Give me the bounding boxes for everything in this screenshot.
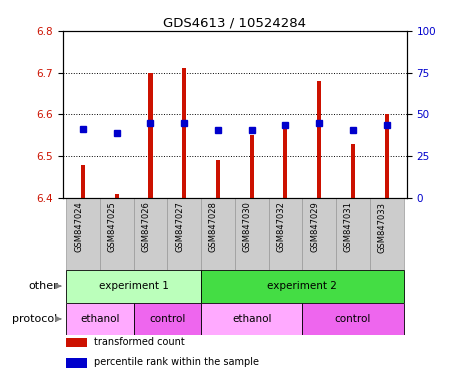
Bar: [216, 161, 220, 198]
Bar: [201, 270, 404, 303]
Bar: [336, 198, 370, 270]
Bar: [317, 81, 321, 198]
Text: GSM847032: GSM847032: [276, 202, 286, 252]
Text: control: control: [335, 314, 371, 324]
Bar: [66, 338, 87, 348]
Text: GSM847024: GSM847024: [74, 202, 83, 252]
Text: experiment 2: experiment 2: [267, 281, 337, 291]
Bar: [385, 114, 389, 198]
Bar: [66, 198, 100, 270]
Bar: [370, 198, 404, 270]
Text: ethanol: ethanol: [232, 314, 272, 324]
Bar: [66, 303, 133, 335]
Text: GSM847028: GSM847028: [209, 202, 218, 252]
Bar: [302, 303, 404, 335]
Text: GSM847033: GSM847033: [378, 202, 386, 253]
Text: control: control: [149, 314, 186, 324]
Bar: [167, 198, 201, 270]
Text: GSM847027: GSM847027: [175, 202, 184, 252]
Bar: [115, 194, 119, 198]
Text: GSM847030: GSM847030: [243, 202, 252, 252]
Text: ethanol: ethanol: [80, 314, 120, 324]
Text: experiment 1: experiment 1: [99, 281, 168, 291]
Bar: [133, 198, 167, 270]
Bar: [235, 198, 269, 270]
Text: GSM847031: GSM847031: [344, 202, 353, 252]
Bar: [351, 144, 355, 198]
Text: protocol: protocol: [13, 314, 58, 324]
Bar: [66, 358, 87, 367]
Bar: [302, 198, 336, 270]
Bar: [250, 135, 254, 198]
Bar: [182, 68, 186, 198]
Bar: [100, 198, 133, 270]
Title: GDS4613 / 10524284: GDS4613 / 10524284: [163, 17, 306, 30]
Text: transformed count: transformed count: [94, 337, 185, 347]
Text: percentile rank within the sample: percentile rank within the sample: [94, 357, 259, 367]
Bar: [201, 198, 235, 270]
Bar: [201, 303, 302, 335]
Text: other: other: [28, 281, 58, 291]
Bar: [81, 164, 85, 198]
Text: GSM847026: GSM847026: [141, 202, 151, 252]
Bar: [66, 270, 201, 303]
Bar: [148, 73, 153, 198]
Text: GSM847025: GSM847025: [108, 202, 117, 252]
Bar: [133, 303, 201, 335]
Bar: [269, 198, 302, 270]
Text: GSM847029: GSM847029: [310, 202, 319, 252]
Bar: [283, 123, 287, 198]
